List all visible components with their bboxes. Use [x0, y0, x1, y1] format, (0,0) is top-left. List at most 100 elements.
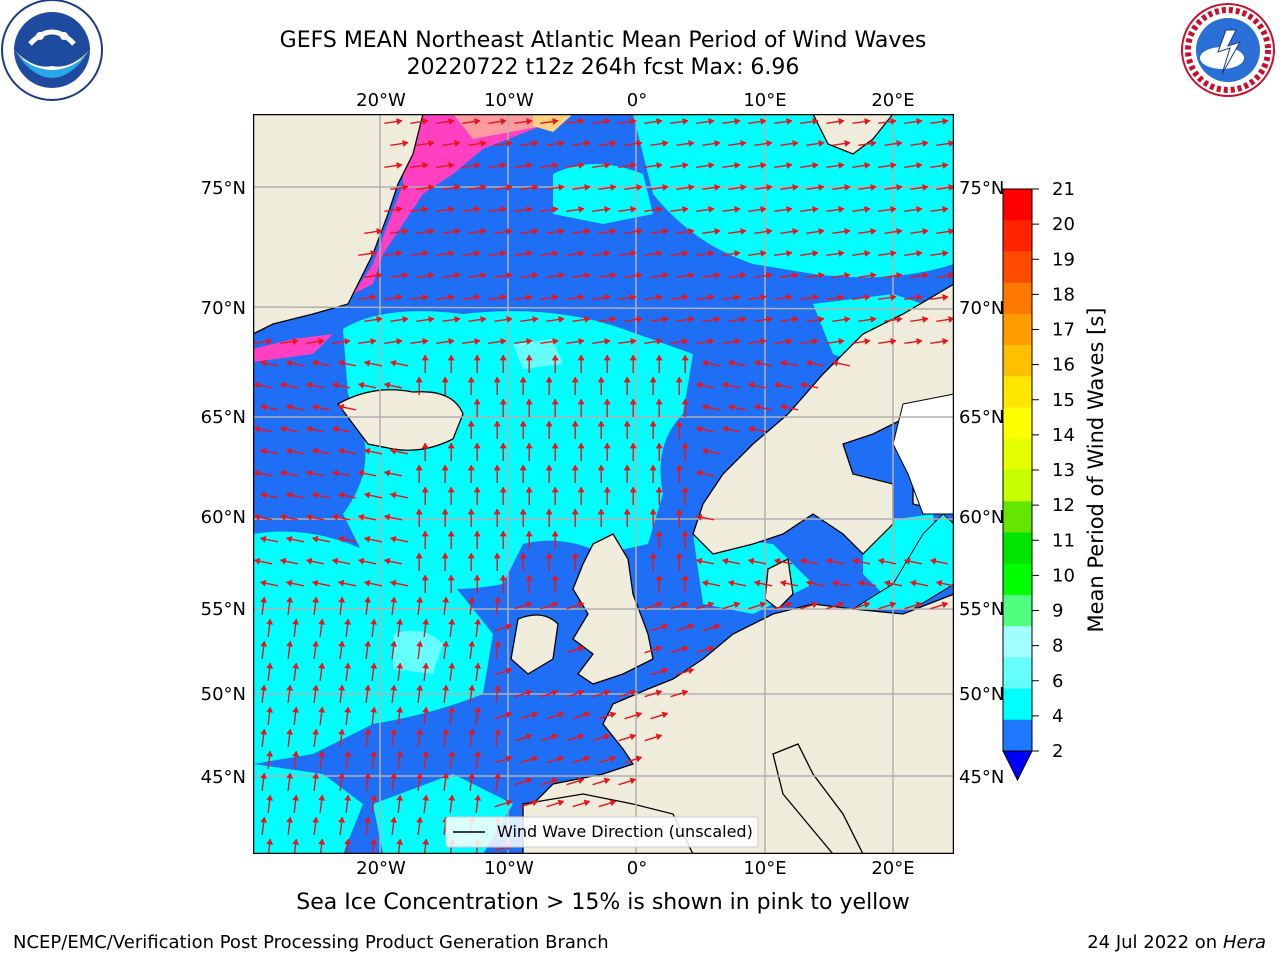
wave-arrow-head — [448, 117, 455, 125]
wave-arrow-head — [604, 249, 611, 257]
wave-arrow-head — [370, 337, 377, 345]
wave-arrow-head — [506, 271, 513, 279]
wave-arrow-head — [655, 486, 663, 493]
wave-arrow-head — [577, 689, 585, 697]
wave-arrow-head — [364, 596, 372, 603]
wave-arrow-head — [864, 205, 871, 213]
wave-arrow-head — [493, 464, 501, 471]
wave-arrow-head — [603, 689, 611, 697]
colorbar-segment — [1003, 719, 1032, 752]
wave-arrow-head — [421, 530, 429, 537]
wave-arrow-head — [610, 271, 617, 279]
wave-arrow-head — [682, 161, 689, 169]
wave-arrow-head — [389, 579, 397, 587]
wave-arrow-head — [578, 337, 585, 345]
wave-arrow-head — [578, 293, 585, 301]
wave-arrow-head — [506, 183, 513, 191]
wave-arrow-head — [942, 249, 949, 257]
wave-arrow-head — [525, 689, 533, 697]
wave-arrow-head — [318, 838, 326, 845]
wave-arrow-head — [870, 271, 877, 279]
wave-period-map: Wind Wave Direction (unscaled) — [253, 114, 954, 854]
wave-arrow-head — [286, 640, 294, 647]
wave-arrow-head — [649, 508, 657, 515]
wave-arrow-head — [415, 464, 423, 471]
wave-arrow-head — [734, 161, 741, 169]
colorbar-tick-label: 14 — [1052, 425, 1075, 446]
wave-arrow-head — [552, 117, 559, 125]
lon-label-top: 10°W — [484, 90, 534, 111]
wave-arrow-head — [630, 205, 637, 213]
wave-arrow-head — [493, 552, 501, 559]
wave-arrow-head — [493, 420, 501, 427]
wave-arrow-head — [364, 640, 372, 647]
wave-arrow-head — [649, 464, 657, 471]
wave-arrow-head — [629, 486, 637, 493]
wave-arrow-head — [629, 689, 637, 697]
wave-arrow-head — [896, 315, 903, 323]
wave-arrow-head — [688, 227, 695, 235]
wave-arrow-head — [480, 227, 487, 235]
wave-arrow-head — [474, 293, 481, 301]
wave-arrow-head — [467, 420, 475, 427]
wave-arrow-head — [675, 420, 683, 427]
colorbar-segment — [1003, 376, 1032, 409]
wave-arrow-head — [916, 249, 923, 257]
wave-arrow-head — [415, 552, 423, 559]
wave-arrow-head — [253, 513, 261, 521]
wave-arrow-head — [604, 117, 611, 125]
wave-arrow-head — [396, 618, 404, 625]
wave-arrow-head — [682, 249, 689, 257]
wave-arrow-head — [681, 530, 689, 537]
colorbar-tick-label: 9 — [1052, 601, 1063, 622]
wave-arrow-head — [260, 772, 268, 779]
wave-arrow-head — [337, 579, 345, 587]
wave-arrow-head — [474, 662, 482, 669]
wave-arrow-head — [500, 249, 507, 257]
wave-arrow-head — [734, 117, 741, 125]
wave-arrow-head — [499, 486, 507, 493]
wave-arrow-head — [480, 271, 487, 279]
wave-arrow-head — [610, 315, 617, 323]
wave-arrow-head — [285, 403, 293, 411]
wave-arrow-head — [285, 447, 293, 455]
colorbar-tick-label: 6 — [1052, 671, 1063, 692]
wave-arrow-head — [344, 618, 352, 625]
wave-arrow-head — [766, 271, 773, 279]
wave-arrow-head — [695, 557, 703, 565]
wave-arrow-head — [338, 596, 346, 603]
wave-arrow-head — [760, 161, 767, 169]
wave-arrow-head — [331, 557, 339, 565]
wave-arrow-head — [623, 464, 631, 471]
wave-arrow-head — [416, 772, 424, 779]
wave-arrow-head — [505, 755, 513, 763]
wave-arrow-head — [864, 249, 871, 257]
wave-arrow-head — [577, 645, 585, 653]
wave-arrow-head — [331, 381, 339, 389]
colorbar-tick-label: 20 — [1052, 214, 1075, 235]
wave-arrow-head — [344, 662, 352, 669]
chart-subtitle: 20220722 t12z 264h fcst Max: 6.96 — [406, 55, 800, 80]
wave-arrow-head — [571, 464, 579, 471]
wave-arrow-head — [292, 618, 300, 625]
wave-arrow-head — [260, 684, 268, 691]
wave-arrow-head — [525, 398, 533, 405]
wave-arrow-head — [286, 772, 294, 779]
wave-arrow-head — [863, 601, 871, 609]
wave-arrow-head — [305, 425, 313, 433]
wave-arrow-head — [363, 447, 371, 455]
wave-arrow-head — [818, 315, 825, 323]
wave-arrow-head — [661, 711, 669, 719]
wave-arrow-head — [525, 601, 533, 609]
wave-arrow-head — [740, 315, 747, 323]
wave-arrow-head — [285, 359, 293, 367]
wave-arrow-head — [695, 513, 703, 521]
wave-arrow-head — [896, 227, 903, 235]
wave-arrow-head — [402, 183, 409, 191]
wave-arrow-head — [681, 486, 689, 493]
wave-arrow-head — [733, 601, 741, 609]
wave-arrow-head — [688, 183, 695, 191]
wave-arrow-head — [870, 183, 877, 191]
wave-arrow-head — [577, 733, 585, 741]
wave-arrow-head — [396, 249, 403, 257]
